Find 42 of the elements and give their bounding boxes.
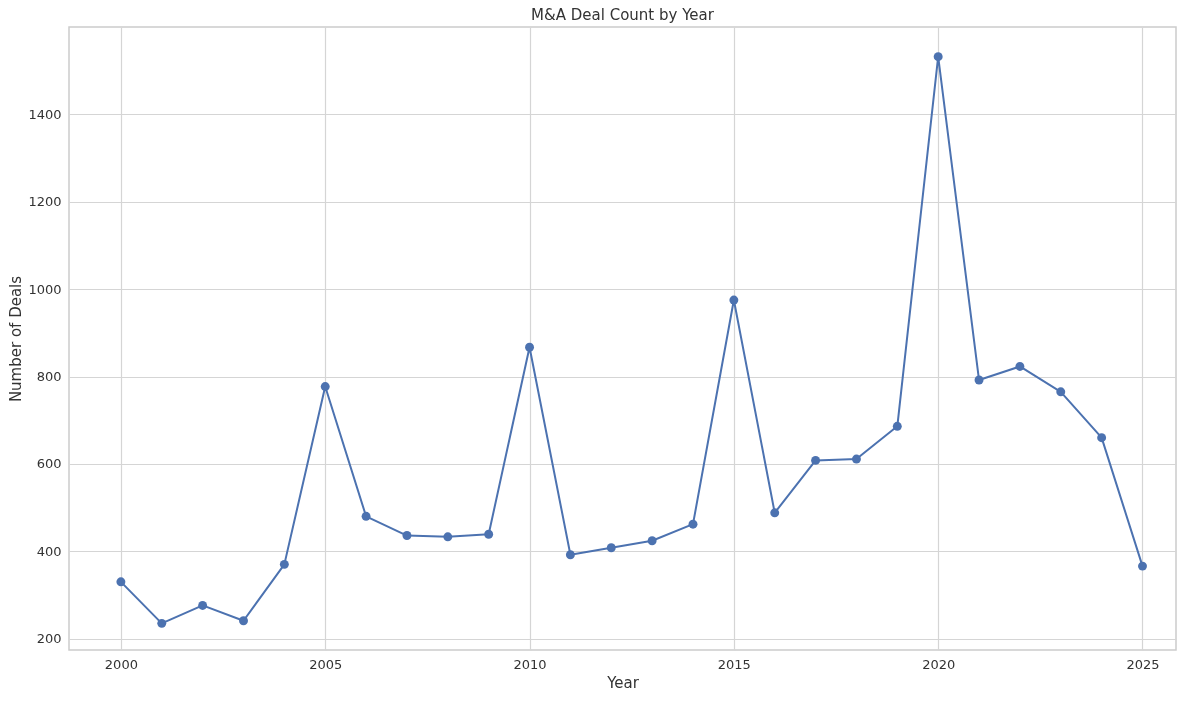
- point: [770, 508, 780, 518]
- y-tick-label: 1400: [28, 106, 62, 122]
- point: [933, 52, 943, 62]
- x-tick-label: 2015: [717, 656, 751, 672]
- point: [565, 550, 575, 560]
- x-tick-label: 2025: [1126, 656, 1160, 672]
- y-tick-label: 1200: [28, 194, 62, 210]
- point: [198, 600, 208, 610]
- point: [402, 531, 412, 540]
- y-tick-label: 800: [36, 369, 62, 385]
- point: [811, 455, 821, 465]
- point: [320, 382, 330, 392]
- point: [647, 536, 657, 546]
- y-tick-label: 200: [36, 631, 62, 647]
- point: [1056, 387, 1066, 397]
- x-tick-label: 2000: [104, 656, 138, 672]
- y-tick-label: 400: [36, 543, 62, 559]
- point: [484, 529, 494, 539]
- point: [729, 295, 739, 305]
- point: [974, 375, 984, 385]
- point: [361, 511, 371, 521]
- x-tick-label: 2020: [922, 656, 956, 672]
- point: [443, 532, 453, 542]
- x-tick-label: 2005: [309, 656, 343, 672]
- point: [1138, 561, 1147, 571]
- point: [851, 454, 861, 464]
- point: [892, 421, 902, 431]
- y-axis-title: Number of Deals: [7, 275, 26, 403]
- x-tick-label: 2010: [513, 656, 547, 672]
- point: [116, 577, 126, 587]
- chart-title: M&A Deal Count by Year: [531, 6, 715, 24]
- point: [688, 519, 698, 529]
- point: [606, 543, 616, 553]
- y-tick-label: 1000: [28, 281, 62, 297]
- point: [157, 618, 167, 628]
- point: [525, 342, 535, 352]
- point: [1015, 362, 1025, 371]
- point: [279, 559, 289, 569]
- y-tick-label: 600: [36, 456, 62, 472]
- x-axis-title: Year: [606, 673, 640, 692]
- point: [239, 616, 248, 626]
- point: [1097, 433, 1107, 443]
